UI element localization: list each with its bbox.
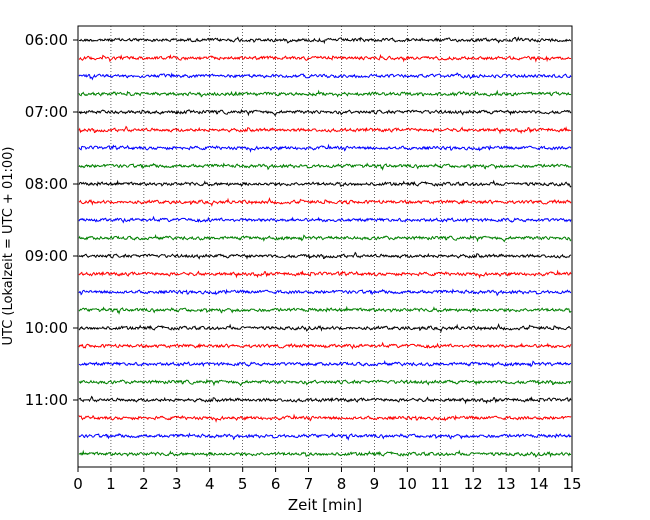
x-tick-label: 8: [337, 475, 347, 493]
x-tick-label: 12: [464, 475, 483, 493]
y-tick-label: 07:00: [25, 103, 68, 121]
seismogram-trace: [78, 89, 572, 98]
x-tick-label: 15: [562, 475, 581, 493]
y-axis-label: UTC (Lokalzeit = UTC + 01:00): [1, 147, 16, 346]
seismogram-trace: [78, 215, 572, 224]
seismogram-trace: [78, 305, 572, 315]
seismogram-trace: [78, 395, 572, 405]
x-tick-label: 7: [304, 475, 314, 493]
x-tick-label: 5: [238, 475, 248, 493]
x-tick-label: 2: [139, 475, 149, 493]
seismogram-trace: [78, 360, 572, 368]
seismogram-trace: [78, 125, 572, 135]
seismogram-trace: [78, 179, 572, 188]
x-tick-label: 0: [73, 475, 83, 493]
y-tick-label: 08:00: [25, 175, 68, 193]
x-axis-ticks: 0 1 2 3 4 5 6 7 8 9 10 11 12 13 14 15: [73, 467, 582, 493]
seismogram-trace: [78, 341, 572, 350]
x-tick-label: 14: [530, 475, 549, 493]
seismogram-trace: [78, 234, 572, 243]
seismogram-trace: [78, 196, 572, 207]
plot-area: [78, 26, 572, 467]
seismogram-trace: [78, 378, 572, 387]
seismogram-trace: [78, 53, 572, 63]
seismogram-trace: [78, 322, 572, 333]
seismogram-trace: [78, 36, 572, 45]
seismogram-trace: [78, 413, 572, 423]
seismogram-trace: [78, 288, 572, 297]
x-tick-label: 11: [431, 475, 450, 493]
seismogram-trace: [78, 432, 572, 441]
x-tick-label: 13: [497, 475, 516, 493]
y-tick-label: 11:00: [25, 391, 68, 409]
x-tick-label: 10: [398, 475, 417, 493]
x-tick-label: 9: [370, 475, 380, 493]
seismogram-trace: [78, 108, 572, 117]
x-tick-label: 3: [172, 475, 182, 493]
seismogram-trace: [78, 143, 572, 153]
y-axis-ticks: 06:00 07:00 08:00 09:00 10:00 11:00: [25, 31, 78, 409]
x-axis-label: Zeit [min]: [288, 496, 362, 514]
x-tick-label: 4: [205, 475, 215, 493]
y-tick-label: 09:00: [25, 247, 68, 265]
plot-frame: [77, 25, 573, 468]
seismogram-traces: [78, 36, 572, 458]
seismogram-trace: [78, 449, 572, 458]
seismogram-trace: [78, 269, 572, 279]
y-tick-label: 10:00: [25, 319, 68, 337]
x-tick-label: 1: [106, 475, 116, 493]
y-tick-label: 06:00: [25, 31, 68, 49]
seismogram-trace: [78, 72, 572, 81]
seismogram-trace: [78, 251, 572, 260]
seismogram-trace: [78, 162, 572, 171]
x-tick-label: 6: [271, 475, 281, 493]
